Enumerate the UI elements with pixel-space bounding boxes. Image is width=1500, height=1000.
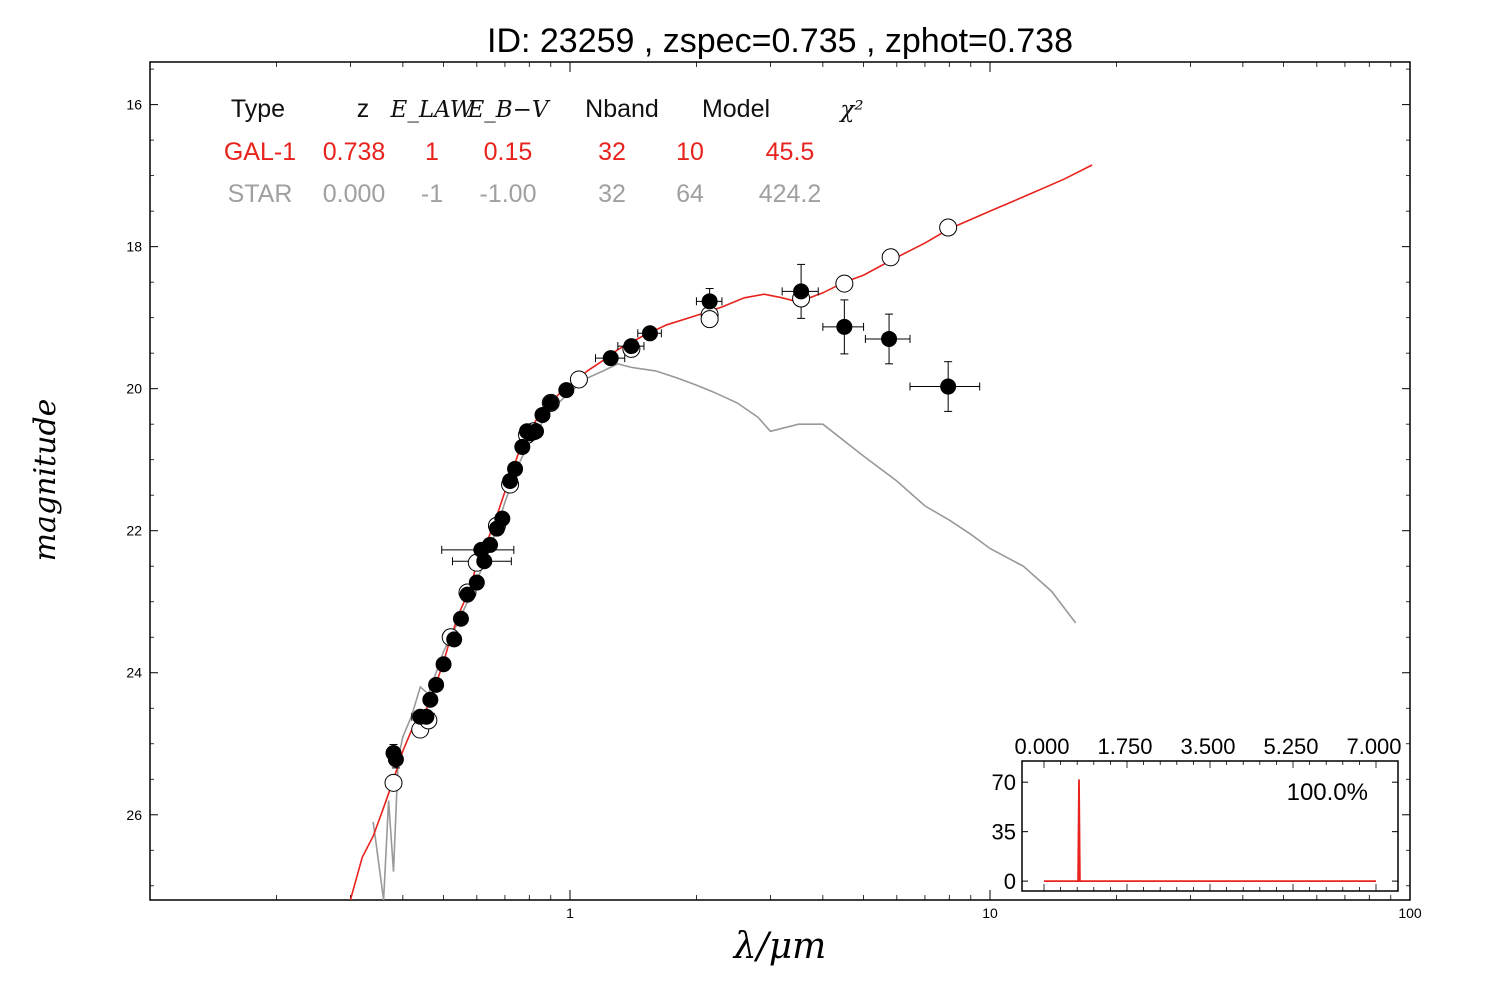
observed-point: [514, 438, 531, 455]
observed-point: [534, 406, 551, 423]
x-ticks: 1 10 100: [276, 62, 1422, 921]
inset-annotation: 100.0%: [1287, 779, 1368, 806]
model-points: [384, 218, 958, 792]
observed-point: [387, 751, 404, 768]
inset-x-tick-label: 0.000: [1014, 734, 1069, 759]
observed-point: [558, 382, 575, 399]
table-header: χ²: [838, 97, 863, 123]
table-cell: 1: [425, 138, 439, 166]
y-tick-label: 24: [126, 665, 142, 681]
series-line-star: [372, 362, 1077, 900]
table-header: z: [357, 95, 370, 123]
y-axis-label: magnitude: [28, 399, 63, 562]
model-point: [569, 370, 588, 389]
observed-point: [641, 325, 658, 342]
series-layer: [349, 164, 1093, 900]
table-header: E_B−V: [466, 97, 550, 123]
observed-point: [452, 610, 469, 627]
inset-pdf: 100.0% 0.000 1.750 3.500 5.250 7.000 0 35 70: [992, 734, 1402, 894]
table-cell: 0.738: [323, 138, 386, 166]
series-line-gal-1: [349, 164, 1093, 900]
table-cell: GAL-1: [224, 138, 296, 166]
table-cell: 45.5: [766, 138, 815, 166]
y-tick-label: 26: [126, 807, 142, 823]
model-point: [700, 310, 719, 329]
inset-x-tick-label: 7.000: [1346, 734, 1401, 759]
table-cell: 64: [676, 180, 704, 208]
inset-x-tick-label: 5.250: [1263, 734, 1318, 759]
observed-point: [507, 460, 524, 477]
observed-point: [435, 656, 452, 673]
observed-points: [385, 283, 957, 768]
observed-point: [476, 553, 493, 570]
observed-point: [542, 394, 559, 411]
model-point: [939, 218, 958, 237]
y-tick-label: 16: [126, 97, 142, 113]
model-point: [881, 248, 900, 267]
observed-point: [623, 338, 640, 355]
inset-pdf-line: [1044, 779, 1376, 882]
chart-title: ID: 23259 , zspec=0.735 , zphot=0.738: [487, 22, 1073, 60]
plot-frame: [149, 61, 1411, 901]
y-tick-label: 18: [126, 239, 142, 255]
model-point: [835, 274, 854, 293]
table-cell: 10: [676, 138, 704, 166]
observed-point: [459, 586, 476, 603]
observed-point: [428, 676, 445, 693]
y-ticks: 16 18 20 22 24 26: [126, 68, 1410, 887]
table-cell: -1.00: [480, 180, 537, 208]
table-cell: -1: [421, 180, 443, 208]
observed-point: [701, 293, 718, 310]
model-point: [384, 773, 403, 792]
observed-point: [494, 510, 511, 527]
x-tick-label: 100: [1398, 905, 1422, 921]
inset-y-tick-label: 70: [992, 770, 1016, 795]
inset-y-tick-label: 35: [992, 820, 1016, 845]
table-header: Nband: [585, 95, 659, 123]
observed-point: [418, 708, 435, 725]
table-cell: STAR: [228, 180, 293, 208]
observed-point: [528, 423, 545, 440]
observed-point: [422, 691, 439, 708]
x-tick-label: 1: [566, 905, 574, 921]
observed-point: [793, 283, 810, 300]
table-header: Type: [231, 95, 285, 123]
table-cell: 32: [598, 180, 626, 208]
table-header: E_LAW: [390, 97, 476, 123]
inset-x-tick-label: 3.500: [1180, 734, 1235, 759]
table-cell: 32: [598, 138, 626, 166]
observed-point: [468, 574, 485, 591]
table-cell: 0.15: [484, 138, 533, 166]
x-tick-label: 10: [982, 905, 998, 921]
table-header: Model: [702, 95, 770, 123]
y-tick-label: 20: [126, 381, 142, 397]
x-axis-label: λ/μm: [732, 926, 826, 967]
table-cell: 0.000: [323, 180, 386, 208]
y-tick-label: 22: [126, 523, 142, 539]
table-cell: 424.2: [759, 180, 822, 208]
observed-point: [881, 330, 898, 347]
inset-y-tick-label: 0: [1004, 869, 1016, 894]
observed-point: [446, 631, 463, 648]
observed-point: [836, 318, 853, 335]
observed-point: [482, 536, 499, 553]
inset-frame: [1021, 760, 1399, 892]
observed-point: [602, 350, 619, 367]
observed-point: [940, 378, 957, 395]
inset-x-tick-label: 1.750: [1097, 734, 1152, 759]
